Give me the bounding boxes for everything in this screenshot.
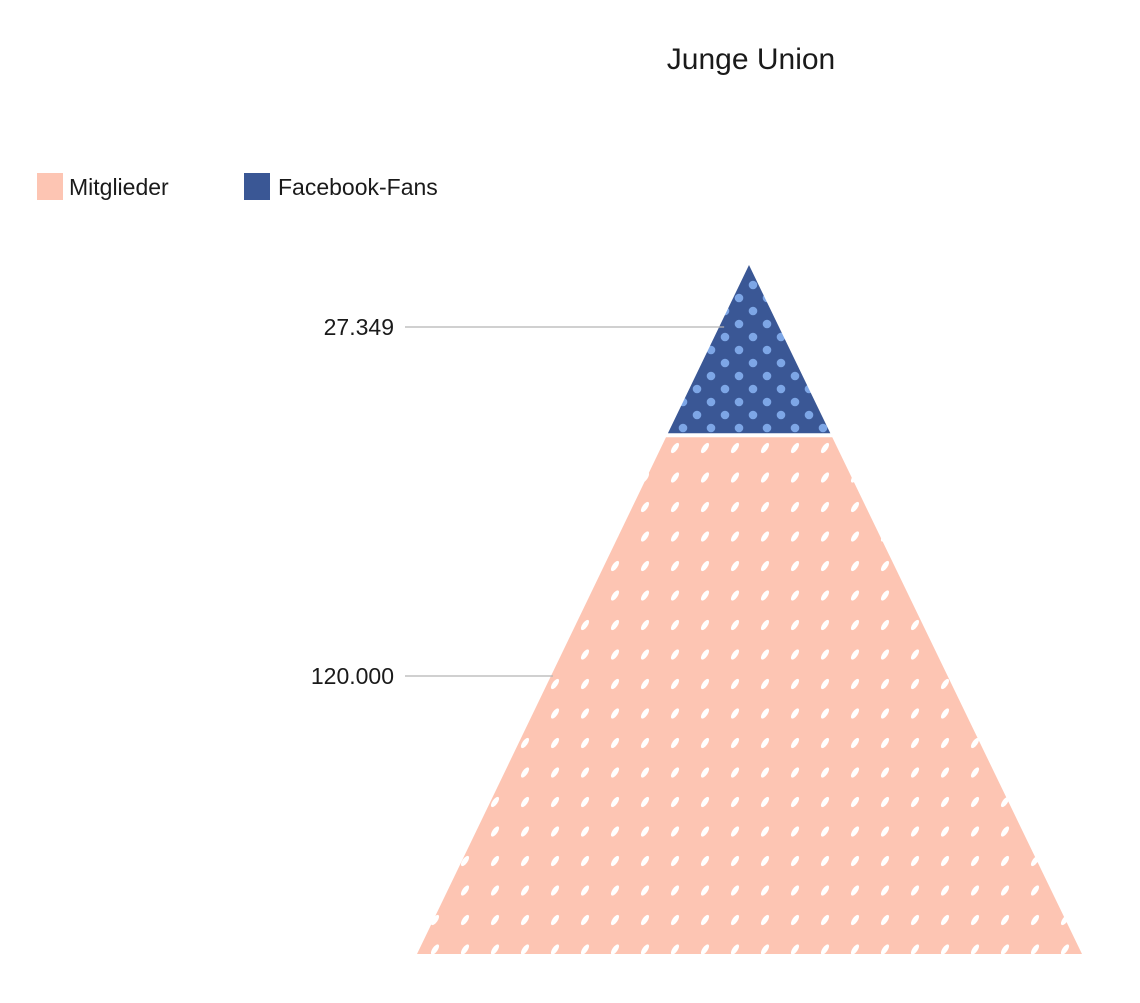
chart-title: Junge Union [667,43,835,76]
pyramid-segments [417,265,1082,954]
legend-label-1: Mitglieder [69,174,169,200]
value-label-1: 27.349 [324,314,394,340]
legend-swatch-1 [37,173,63,200]
legend: Mitglieder Facebook-Fans [37,173,438,200]
segment-mitglieder [417,437,1082,954]
legend-swatch-2 [244,173,270,200]
segment-facebook-fans [667,265,831,434]
legend-label-2: Facebook-Fans [278,174,438,200]
value-labels: 27.349 120.000 [311,314,725,689]
value-label-2: 120.000 [311,663,394,689]
